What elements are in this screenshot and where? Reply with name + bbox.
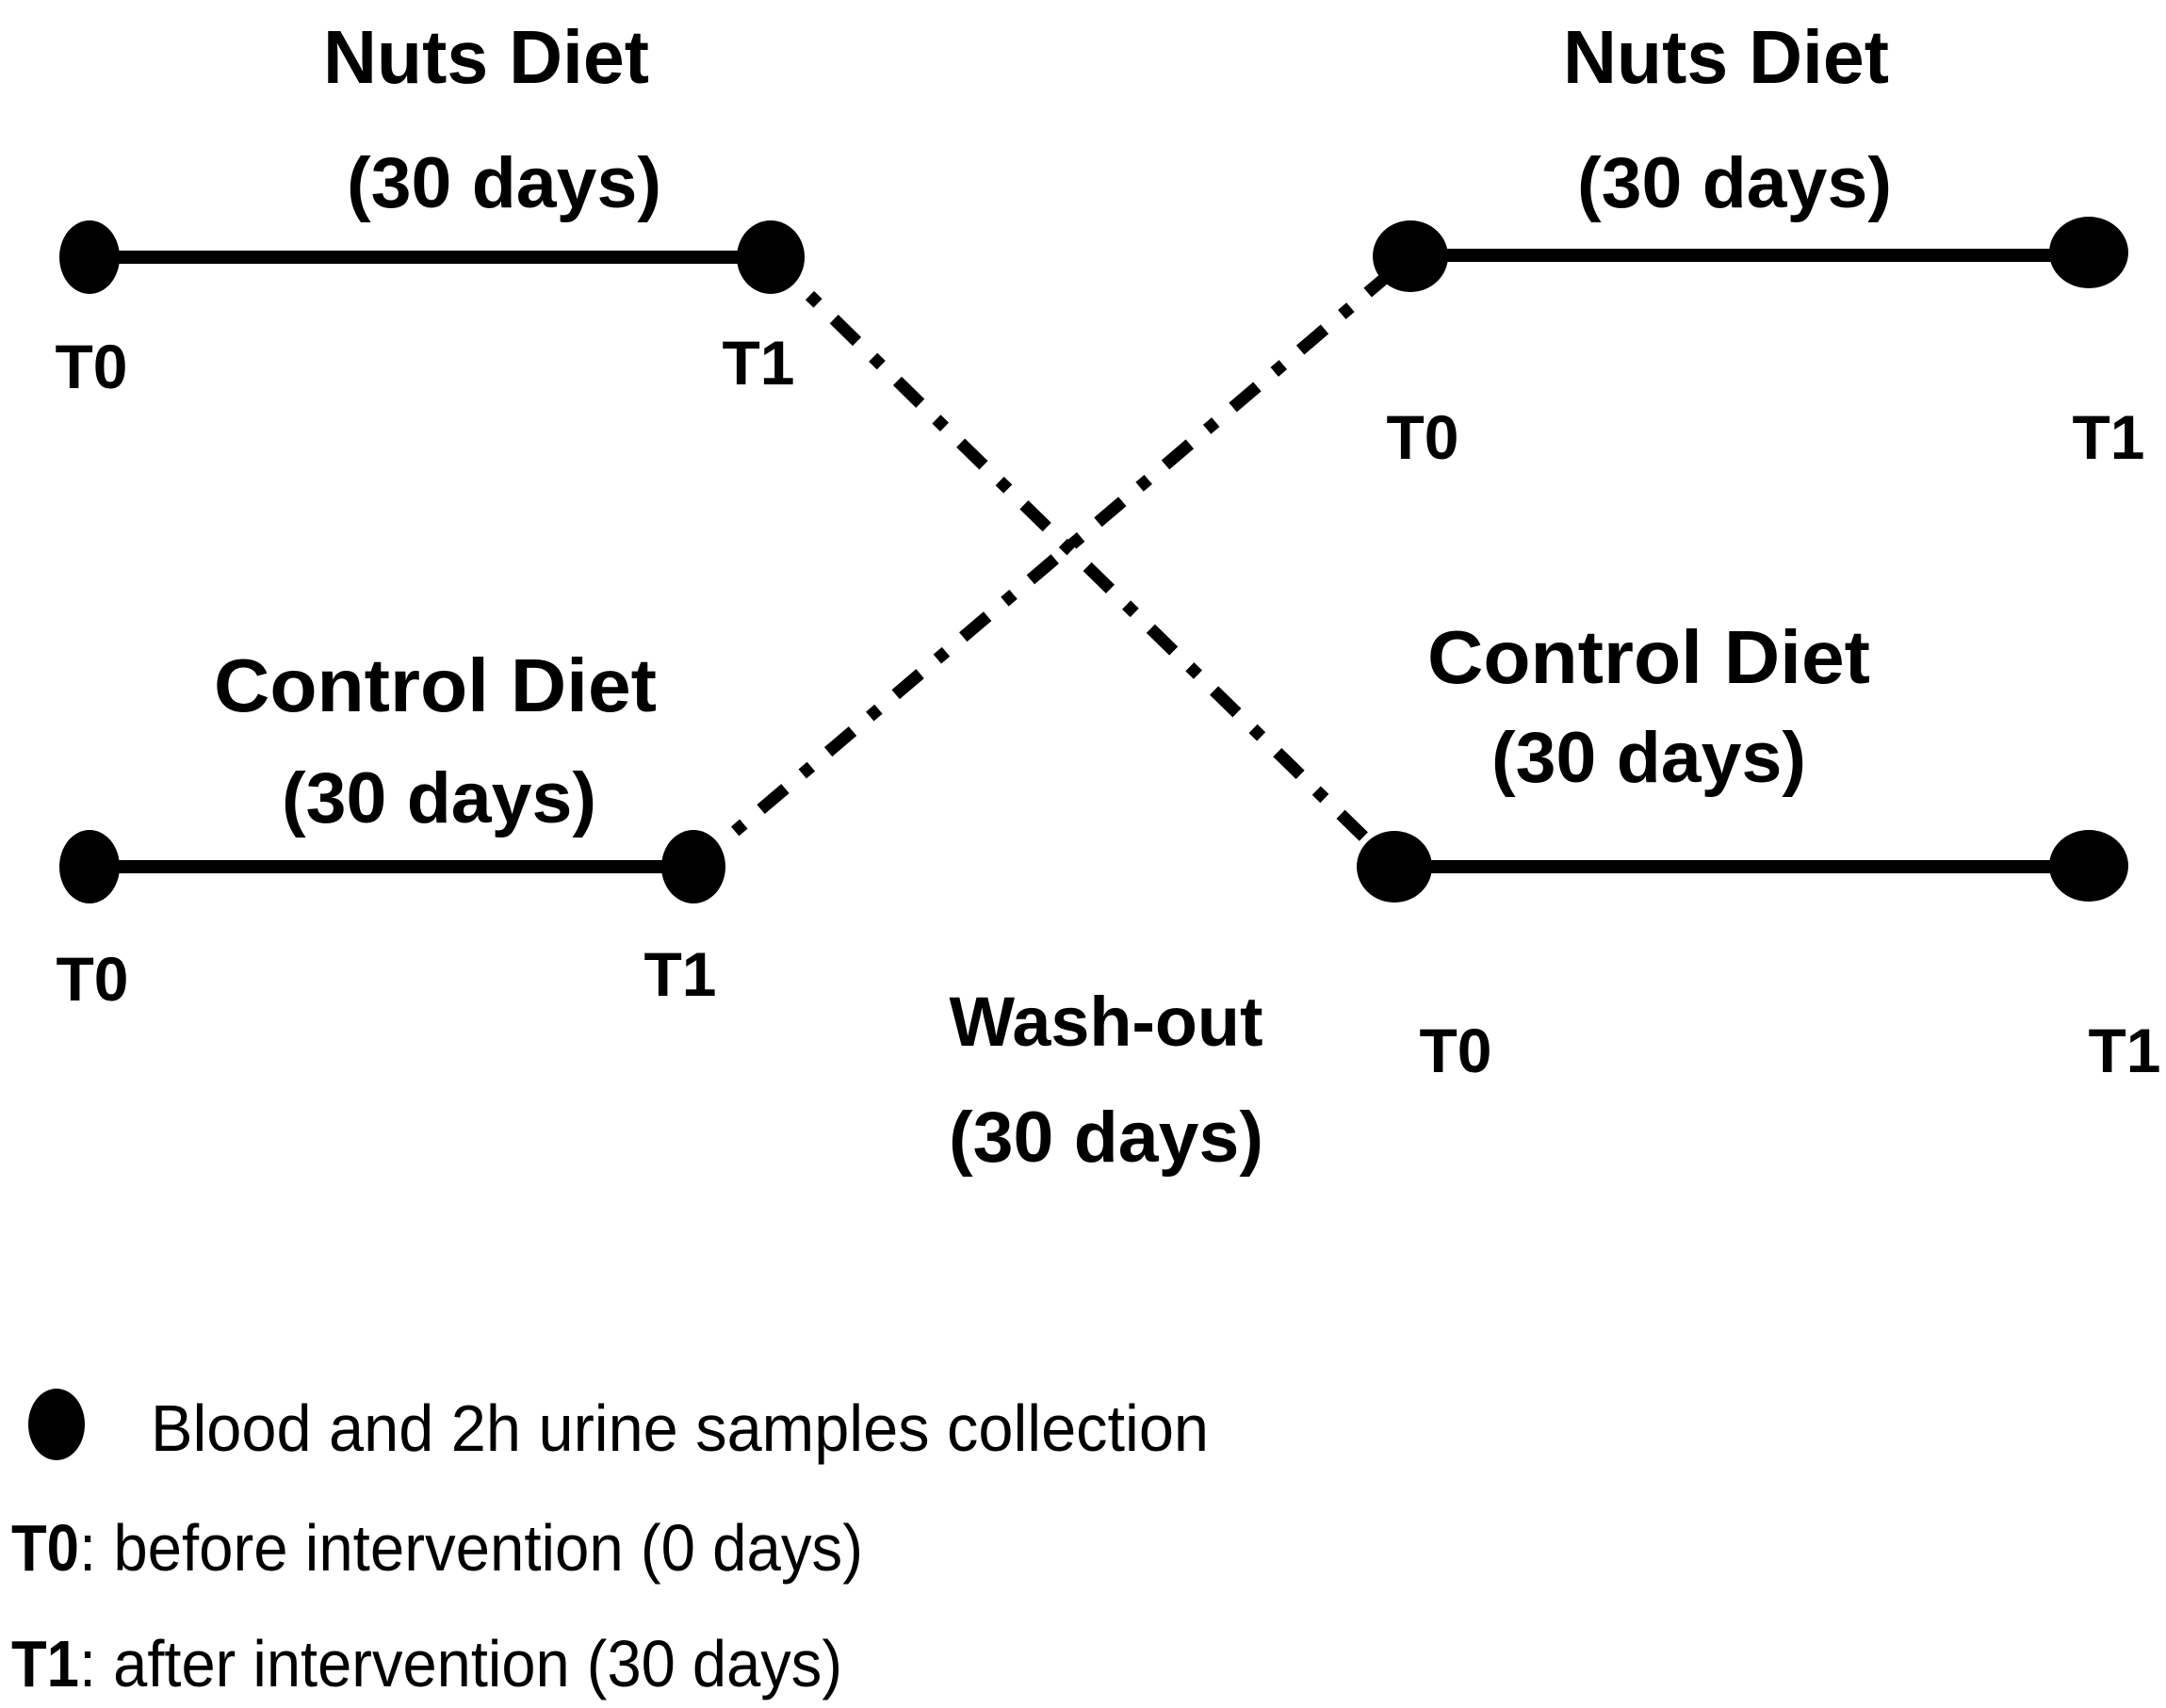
timeline-control-period1: Control Diet (30 days) T0 T1 [56, 643, 725, 1014]
timepoint-label-t0: T0 [55, 332, 127, 401]
timeline-nuts-period1: Nuts Diet (30 days) T0 T1 [55, 15, 805, 401]
timeline-title: Nuts Diet [323, 15, 649, 99]
timepoint-label-t0: T0 [56, 944, 128, 1014]
sample-dot [59, 220, 120, 294]
legend-t0-definition: : before intervention (0 days) [79, 1511, 863, 1585]
sample-dot [59, 830, 120, 903]
washout-block: Wash-out (30 days) [949, 983, 1263, 1178]
timepoint-label-t1: T1 [722, 328, 794, 398]
timepoint-label-t1: T1 [643, 939, 716, 1009]
timepoint-label-t0: T0 [1386, 402, 1458, 472]
crossover-line-control-to-nuts [689, 252, 1415, 871]
timepoint-label-t1: T1 [2072, 402, 2144, 472]
timeline-duration: (30 days) [282, 758, 596, 838]
timeline-title: Nuts Diet [1563, 15, 1889, 99]
timeline-duration: (30 days) [347, 143, 661, 223]
legend-t0-term: T0 [11, 1511, 79, 1585]
washout-title: Wash-out [950, 983, 1263, 1061]
legend-t1-definition: : after intervention (30 days) [79, 1627, 842, 1700]
sample-dot [2049, 830, 2128, 902]
legend-sample-dot-icon [28, 1389, 85, 1460]
timeline-control-period2: Control Diet (30 days) T0 T1 [1357, 615, 2161, 1085]
washout-duration: (30 days) [949, 1098, 1263, 1178]
timeline-title: Control Diet [1427, 615, 1870, 699]
timeline-nuts-period2: Nuts Diet (30 days) T0 T1 [1373, 15, 2145, 472]
timeline-duration: (30 days) [1491, 718, 1806, 798]
timepoint-label-t0: T0 [1419, 1016, 1491, 1085]
sample-dot [1357, 831, 1432, 903]
legend: Blood and 2h urine samples collection T0… [11, 1389, 1209, 1700]
legend-sample-label: Blood and 2h urine samples collection [151, 1391, 1209, 1465]
sample-dot [2049, 217, 2128, 288]
timeline-title: Control Diet [214, 643, 657, 727]
timeline-duration: (30 days) [1577, 143, 1892, 223]
timepoint-label-t1: T1 [2088, 1016, 2160, 1085]
legend-t1-term: T1 [11, 1627, 79, 1700]
crossover-line-nuts-to-control [766, 252, 1399, 871]
